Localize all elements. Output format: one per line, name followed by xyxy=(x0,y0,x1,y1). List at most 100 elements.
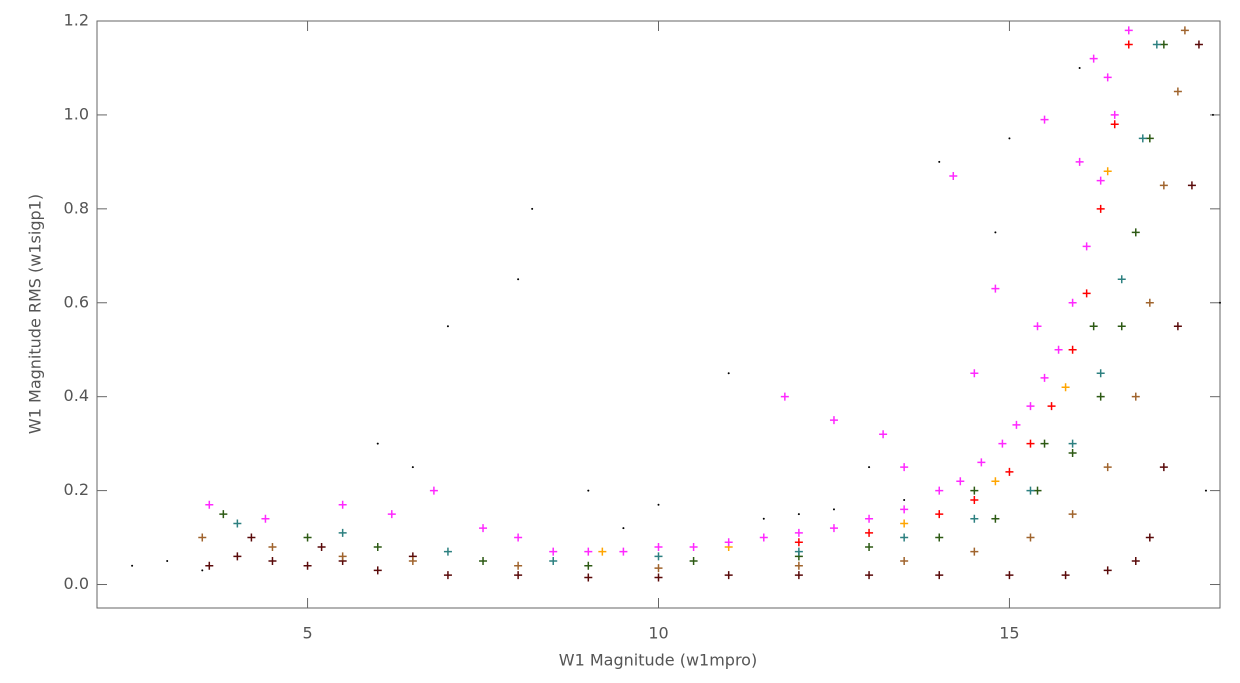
point xyxy=(991,284,1000,293)
point xyxy=(411,466,414,469)
point xyxy=(935,510,944,519)
point xyxy=(1082,242,1091,251)
point xyxy=(1005,467,1014,476)
point xyxy=(268,542,277,551)
x-tick-label: 15 xyxy=(999,624,1019,643)
x-tick-label: 5 xyxy=(302,624,312,643)
point xyxy=(654,573,663,582)
point xyxy=(446,325,449,328)
point xyxy=(1068,439,1077,448)
point xyxy=(935,571,944,580)
point xyxy=(794,547,803,556)
point xyxy=(1152,40,1161,49)
point xyxy=(443,571,452,580)
point xyxy=(1159,181,1168,190)
point xyxy=(938,160,941,163)
point xyxy=(317,542,326,551)
point xyxy=(1194,40,1203,49)
point xyxy=(949,171,958,180)
point xyxy=(373,566,382,575)
point xyxy=(797,513,800,516)
point xyxy=(794,528,803,537)
point xyxy=(1008,137,1011,140)
point xyxy=(935,533,944,542)
point xyxy=(247,533,256,542)
point xyxy=(1117,275,1126,284)
point xyxy=(832,508,835,511)
point xyxy=(1219,301,1221,304)
point xyxy=(429,486,438,495)
point xyxy=(268,557,277,566)
point xyxy=(1040,373,1049,382)
point xyxy=(1061,383,1070,392)
point xyxy=(233,552,242,561)
point xyxy=(829,524,838,533)
point xyxy=(1145,134,1154,143)
point xyxy=(879,430,888,439)
point xyxy=(1124,26,1133,35)
point xyxy=(1145,298,1154,307)
point xyxy=(1103,167,1112,176)
point xyxy=(1033,322,1042,331)
point xyxy=(991,514,1000,523)
point xyxy=(1180,26,1189,35)
point xyxy=(689,542,698,551)
point xyxy=(1005,571,1014,580)
point xyxy=(584,573,593,582)
point xyxy=(131,564,134,567)
point xyxy=(584,561,593,570)
point xyxy=(1110,110,1119,119)
point xyxy=(166,560,169,563)
point xyxy=(794,561,803,570)
point xyxy=(1068,510,1077,519)
point xyxy=(1204,489,1207,492)
y-tick-label: 0.6 xyxy=(64,292,89,311)
point xyxy=(900,533,909,542)
point xyxy=(1026,533,1035,542)
point xyxy=(1061,571,1070,580)
point xyxy=(794,538,803,547)
point xyxy=(759,533,768,542)
y-tick-label: 1.0 xyxy=(64,104,89,123)
point xyxy=(1117,322,1126,331)
point xyxy=(549,557,558,566)
point xyxy=(654,564,663,573)
point xyxy=(1131,228,1140,237)
point xyxy=(408,557,417,566)
point xyxy=(970,495,979,504)
point xyxy=(868,466,871,469)
point xyxy=(657,503,660,506)
point xyxy=(970,514,979,523)
point xyxy=(1026,402,1035,411)
point xyxy=(1075,157,1084,166)
point xyxy=(387,510,396,519)
point xyxy=(689,557,698,566)
point xyxy=(865,542,874,551)
y-tick-label: 0.2 xyxy=(64,480,89,499)
point xyxy=(1047,402,1056,411)
point xyxy=(998,439,1007,448)
point xyxy=(1078,66,1081,69)
point xyxy=(622,527,625,530)
point xyxy=(900,557,909,566)
point xyxy=(654,542,663,551)
point xyxy=(1026,439,1035,448)
point xyxy=(479,524,488,533)
point xyxy=(865,514,874,523)
point xyxy=(1012,420,1021,429)
y-tick-label: 0.8 xyxy=(64,198,89,217)
point xyxy=(1187,181,1196,190)
point xyxy=(1096,204,1105,213)
point xyxy=(1159,40,1168,49)
point xyxy=(794,571,803,580)
point xyxy=(970,369,979,378)
point xyxy=(1096,369,1105,378)
point xyxy=(1096,176,1105,185)
point xyxy=(727,372,730,375)
point xyxy=(1103,566,1112,575)
point xyxy=(205,500,214,509)
point xyxy=(900,519,909,528)
point xyxy=(338,528,347,537)
point xyxy=(514,533,523,542)
